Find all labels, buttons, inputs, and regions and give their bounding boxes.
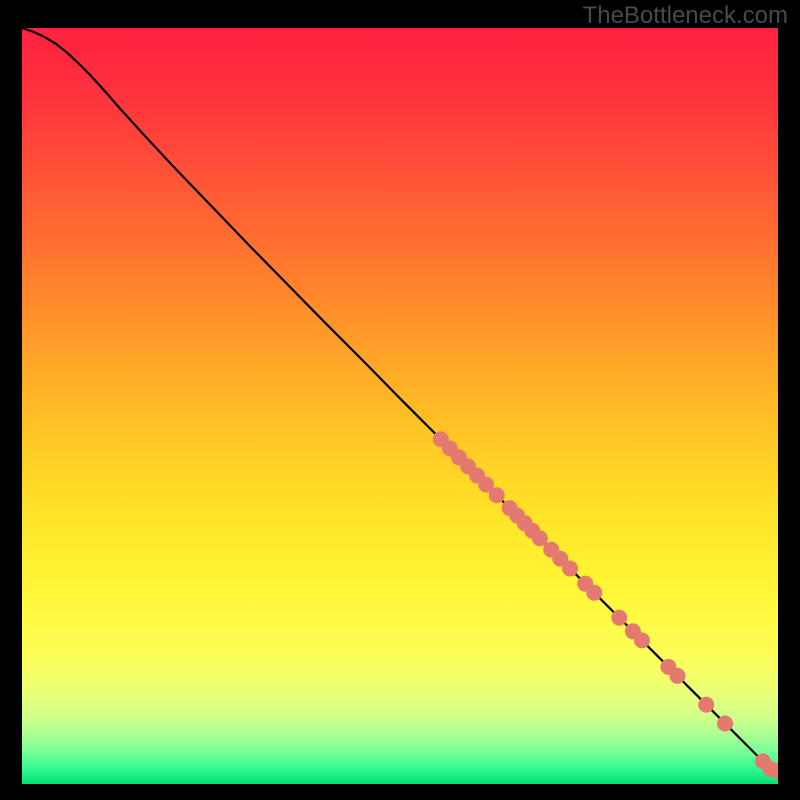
marker-point (563, 561, 578, 576)
watermark-text: TheBottleneck.com (583, 2, 788, 30)
marker-point (699, 697, 714, 712)
marker-point (489, 488, 504, 503)
chart-stage: TheBottleneck.com (0, 0, 800, 800)
marker-point (718, 716, 733, 731)
bottleneck-chart (22, 28, 778, 784)
marker-point (587, 585, 602, 600)
marker-point (612, 610, 627, 625)
marker-point (670, 668, 685, 683)
marker-point (634, 633, 649, 648)
marker-point (532, 531, 547, 546)
